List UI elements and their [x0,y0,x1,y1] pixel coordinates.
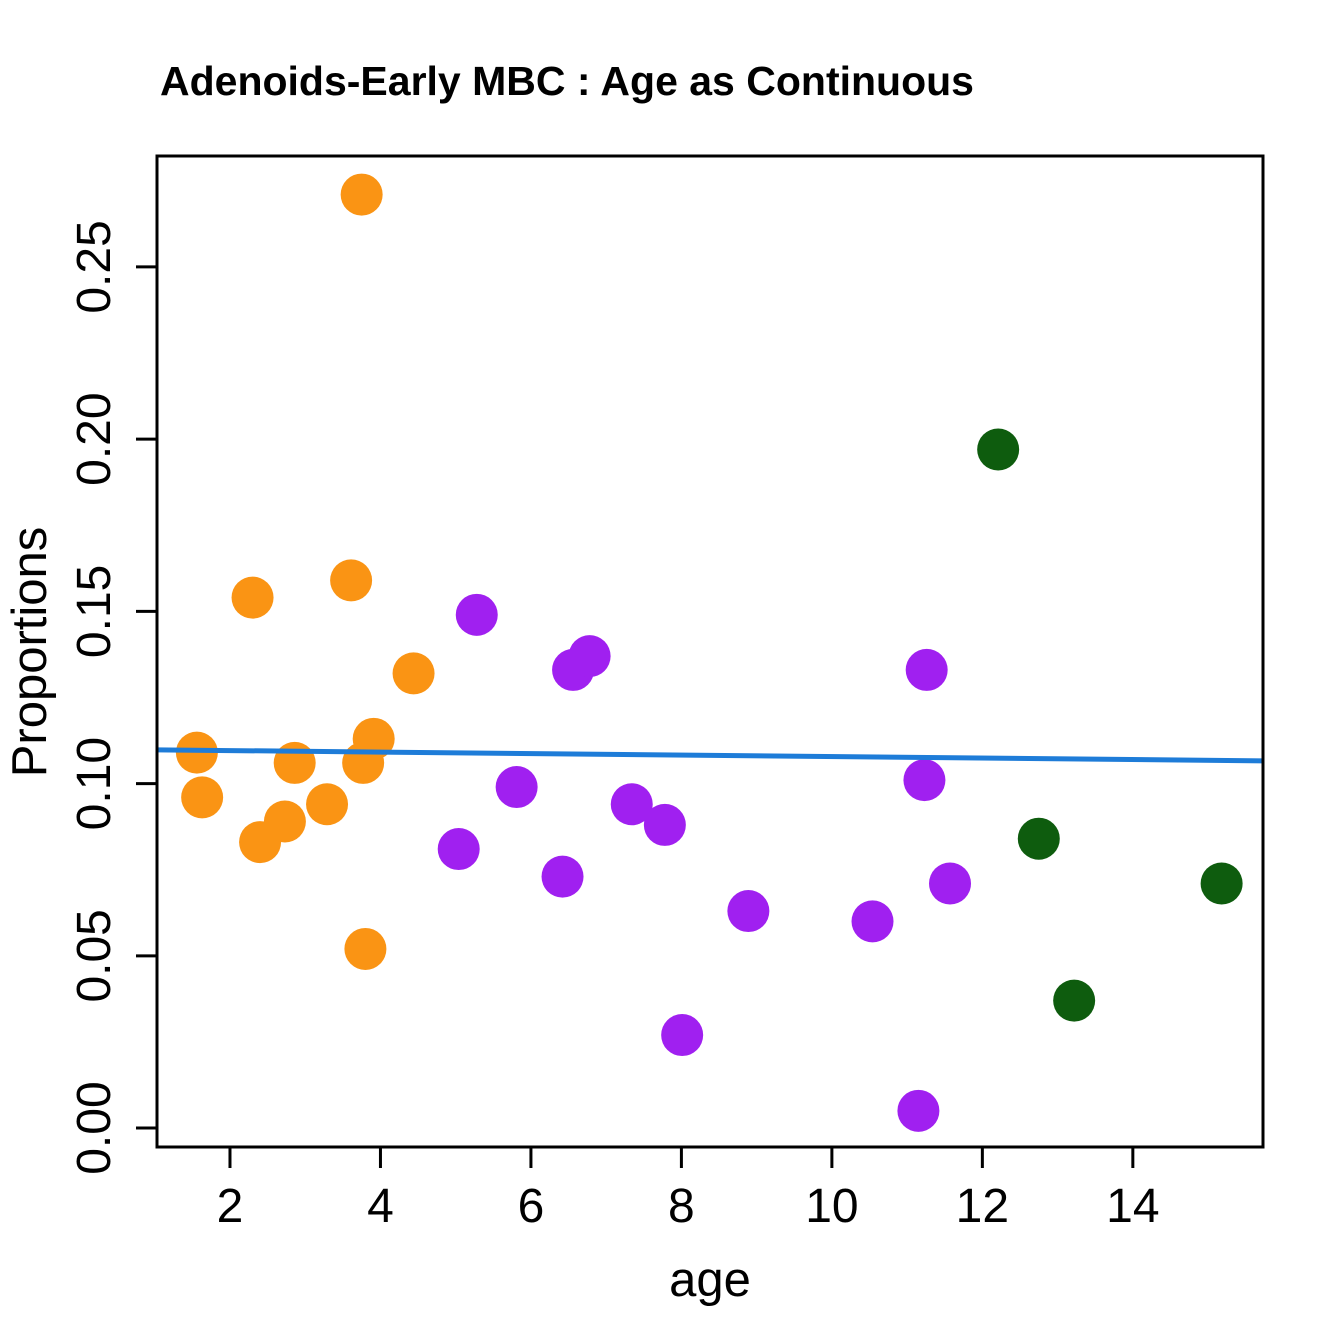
data-point-orange-group [181,776,224,819]
y-tick-label: 0.00 [68,1081,121,1174]
data-point-purple-group [903,759,946,802]
data-point-darkgreen-group [977,428,1020,471]
chart-title: Adenoids-Early MBC : Age as Continuous [160,58,974,104]
data-point-purple-group [905,648,948,691]
data-point-orange-group [263,800,306,843]
x-axis-label: age [669,1253,751,1307]
x-tick-label: 2 [217,1180,244,1233]
y-tick-label: 0.15 [68,565,121,658]
x-tick-label: 6 [518,1180,545,1233]
x-tick-label: 12 [956,1180,1009,1233]
data-point-purple-group [851,900,894,943]
data-point-purple-group [643,803,686,846]
data-point-purple-group [897,1089,940,1132]
data-point-purple-group [929,862,972,905]
y-tick-label: 0.25 [68,220,121,313]
y-axis-label: Proportions [3,526,57,778]
plot-box [155,154,1265,1149]
y-tick-label: 0.10 [68,737,121,830]
data-point-purple-group [727,890,770,933]
data-point-darkgreen-group [1053,979,1096,1022]
data-point-purple-group [541,855,584,898]
y-tick-label: 0.05 [68,909,121,1002]
data-point-purple-group [568,635,611,678]
data-point-orange-group [273,741,316,784]
y-tick-label: 0.20 [68,392,121,485]
data-point-orange-group [306,783,349,826]
data-point-orange-group [340,173,383,216]
data-point-orange-group [330,559,373,602]
data-point-orange-group [392,652,435,695]
data-point-purple-group [610,783,653,826]
x-tick-label: 10 [805,1180,858,1233]
data-point-purple-group [495,766,538,809]
data-point-darkgreen-group [1200,862,1243,905]
x-tick-label: 4 [367,1180,394,1233]
data-point-darkgreen-group [1017,817,1060,860]
data-point-orange-group [352,717,395,760]
data-point-orange-group [344,927,387,970]
data-point-purple-group [661,1014,704,1057]
trend-line [156,747,1264,764]
x-tick-label: 14 [1106,1180,1159,1233]
data-point-purple-group [437,828,480,871]
data-point-purple-group [455,593,498,636]
data-point-orange-group [231,576,274,619]
x-tick-label: 8 [668,1180,695,1233]
